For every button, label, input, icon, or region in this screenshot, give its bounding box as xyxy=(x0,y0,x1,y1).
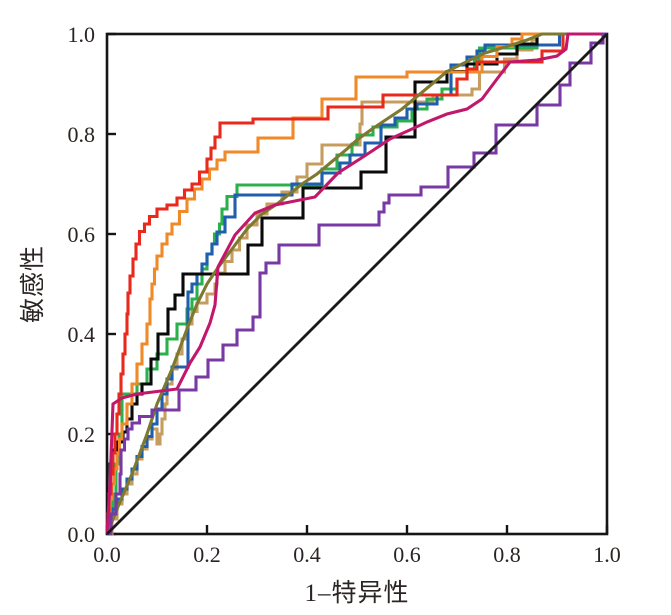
x-tick-label-0.6: 0.6 xyxy=(393,542,421,567)
roc-curve-black xyxy=(107,32,607,536)
y-tick-label-1.0: 1.0 xyxy=(68,22,96,47)
y-tick-label-0.4: 0.4 xyxy=(68,322,96,347)
x-tick-label-1.0: 1.0 xyxy=(593,542,621,567)
plot-border xyxy=(105,32,609,536)
roc-curve-purple xyxy=(107,32,607,536)
x-tick-label-0.0: 0.0 xyxy=(93,542,121,567)
y-tick-label-0.6: 0.6 xyxy=(68,222,96,247)
roc-curve-orange xyxy=(106,32,607,536)
y-tick-label-0.2: 0.2 xyxy=(68,422,96,447)
x-tick-label-0.2: 0.2 xyxy=(193,542,221,567)
roc-curve-red xyxy=(107,32,607,536)
y-tick-label-0.8: 0.8 xyxy=(68,122,96,147)
x-tick-label-0.4: 0.4 xyxy=(293,542,321,567)
chance-diagonal xyxy=(106,33,608,535)
y-tick-label-0.0: 0.0 xyxy=(68,522,96,547)
x-tick-label-0.8: 0.8 xyxy=(493,542,521,567)
y-axis-title: 敏感性 xyxy=(20,244,47,324)
roc-curve-green xyxy=(107,32,607,536)
roc-curve-magenta xyxy=(105,32,607,535)
roc-curve-olive xyxy=(105,32,607,535)
x-axis-title: 1–特异性 xyxy=(304,580,410,607)
